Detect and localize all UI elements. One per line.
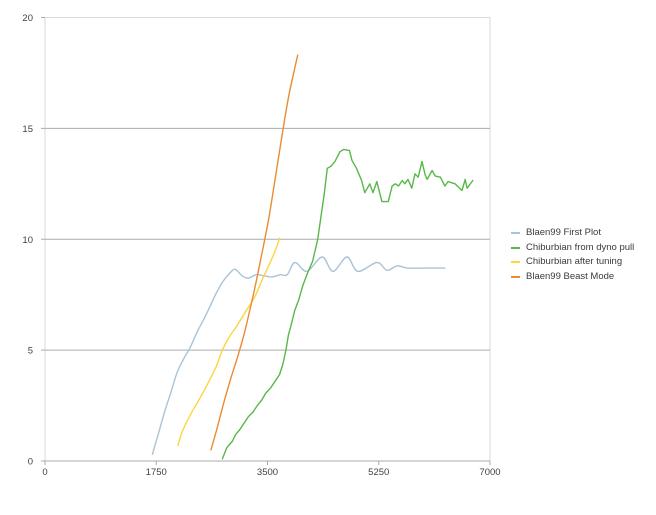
legend-label: Chiburbian from dyno pull: [526, 241, 635, 253]
x-tick-label-5250: 5250: [368, 467, 389, 478]
legend: Blaen99 First Plot Chiburbian from dyno p…: [511, 226, 634, 284]
series-line-chiburbian-after-tuning: [177, 237, 281, 447]
series-line-blaen99-beast-mode: [210, 54, 299, 451]
legend-item: Blaen99 Beast Mode: [511, 270, 634, 285]
x-tick-label-3500: 3500: [257, 467, 278, 478]
legend-label: Blaen99 First Plot: [526, 227, 601, 238]
legend-label: Chiburbian after tuning: [526, 256, 623, 267]
y-tick-label-0: 0: [28, 457, 33, 468]
legend-label: Blaen99 Beast Mode: [526, 270, 615, 282]
y-tick-label-10: 10: [22, 235, 33, 246]
legend-item: Blaen99 First Plot: [511, 226, 634, 241]
legend-swatch-dash: [511, 275, 520, 278]
legend-swatch-dash: [511, 232, 520, 235]
y-tick-label-20: 20: [22, 13, 33, 24]
x-tick-label-0: 0: [42, 467, 47, 478]
legend-swatch-dash: [511, 246, 520, 249]
y-tick-label-15: 15: [22, 124, 33, 135]
series-line-blaen99-first-plot: [151, 256, 446, 455]
legend-item: Chiburbian from dyno pull: [511, 241, 634, 256]
series-line-chiburbian-from-dyno-pull: [221, 148, 474, 460]
x-tick-label-7000: 7000: [479, 467, 500, 478]
y-tick-label-5: 5: [28, 346, 33, 357]
legend-item: Chiburbian after tuning: [511, 255, 634, 270]
legend-swatch-dash: [511, 261, 520, 264]
x-tick-label-1750: 1750: [146, 467, 167, 478]
